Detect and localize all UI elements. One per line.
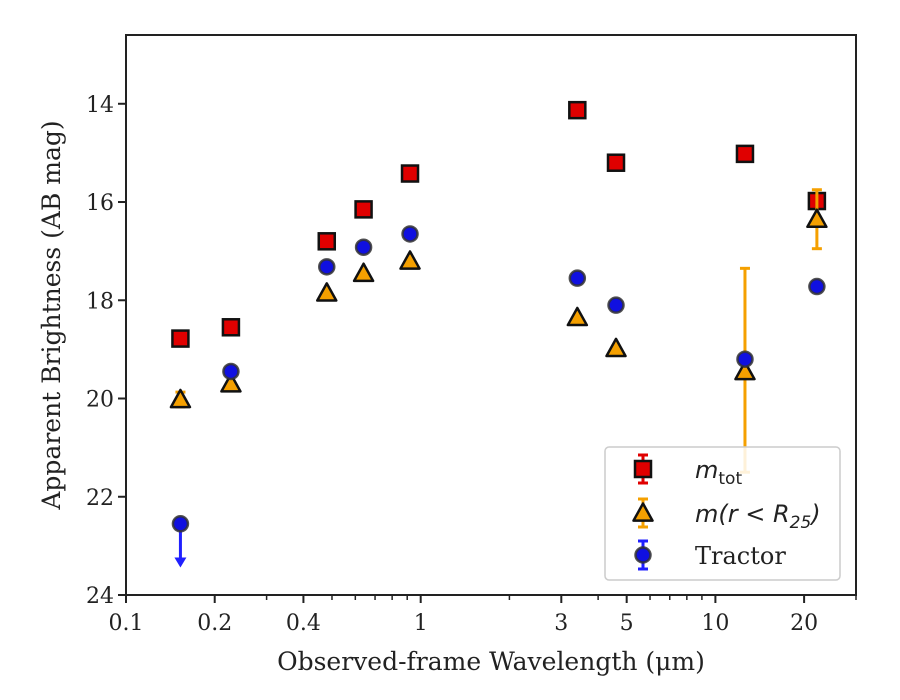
data-point (401, 225, 419, 243)
y-axis: 14 16 18 20 22 24 (86, 93, 126, 609)
y-tick-label: 20 (86, 388, 114, 413)
x-tick-label: 5 (620, 611, 634, 636)
data-point (399, 250, 421, 270)
data-point (736, 350, 754, 368)
data-point (222, 362, 240, 381)
data-point (808, 277, 826, 296)
data-point (352, 262, 375, 283)
data-point (317, 232, 337, 251)
data-point (735, 144, 755, 164)
data-point (171, 515, 190, 533)
y-tick-label: 18 (86, 289, 114, 314)
series-triangle (169, 188, 828, 474)
x-tick-label: 10 (701, 611, 729, 636)
data-point (607, 296, 625, 314)
series-circle (171, 225, 826, 568)
x-tick-label: 3 (554, 611, 568, 636)
x-axis: 0.1 0.2 0.4 1 3 5 10 20 (109, 595, 857, 636)
data-point (566, 306, 589, 327)
y-tick-label: 22 (86, 486, 114, 511)
data-point (568, 269, 587, 287)
legend-box (604, 446, 841, 581)
data-point (318, 258, 336, 276)
data-point (354, 238, 373, 256)
data-point (400, 164, 420, 183)
legend-label-3: Tractor (695, 542, 786, 570)
data-point (568, 100, 587, 120)
data-point (734, 360, 756, 381)
x-tick-label: 0.1 (109, 611, 144, 636)
x-axis-label: Observed-frame Wavelength (μm) (277, 647, 705, 676)
data-point (806, 208, 828, 229)
plot-area (125, 34, 857, 596)
data-point (606, 153, 626, 172)
y-tick-label: 16 (86, 191, 114, 216)
data-point (169, 388, 192, 409)
data-point (221, 318, 241, 337)
y-tick-label: 24 (86, 584, 114, 609)
legend-marker (632, 502, 654, 522)
data-point (220, 373, 242, 393)
upper-limit-arrowhead (174, 557, 187, 568)
x-tick-label: 20 (790, 611, 818, 636)
data-point (316, 282, 338, 302)
data-point (354, 200, 373, 219)
y-tick-label: 14 (86, 93, 114, 118)
legend-marker (633, 459, 653, 479)
legend-marker (634, 546, 652, 564)
series-square (171, 100, 827, 348)
data-point (171, 329, 190, 348)
plot-frame (125, 34, 857, 596)
x-tick-label: 0.4 (286, 611, 321, 636)
x-tick-label: 0.2 (197, 611, 232, 636)
y-axis-label: Apparent Brightness (AB mag) (37, 120, 66, 510)
data-point (605, 337, 627, 358)
x-tick-label: 1 (414, 611, 428, 636)
